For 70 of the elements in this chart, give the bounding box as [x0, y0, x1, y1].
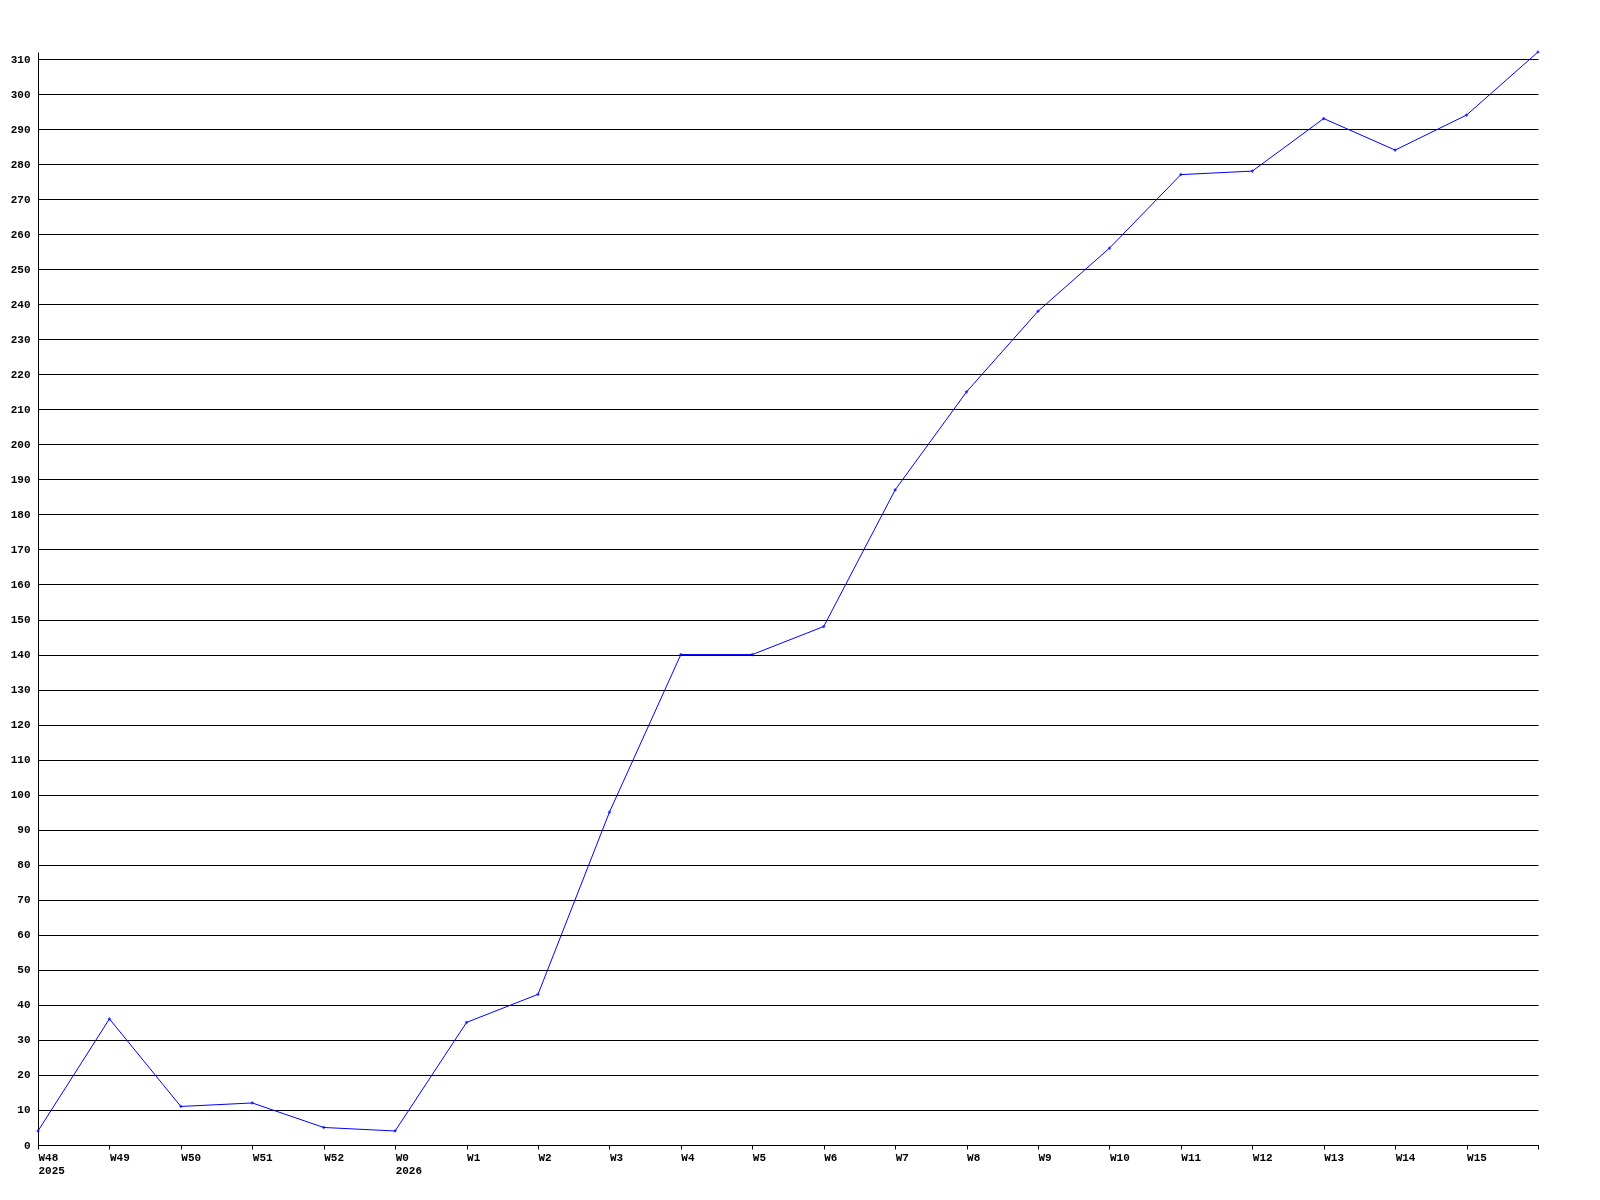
point — [678, 652, 683, 657]
y-tick-label: 90 — [17, 824, 31, 837]
x-tick-label: W7 — [895, 1151, 909, 1164]
point — [607, 810, 612, 815]
x-tick-label: W13 — [1324, 1151, 1345, 1164]
y-tick-label: 310 — [10, 53, 31, 66]
x-tick-label: W11 — [1181, 1151, 1202, 1164]
x-tick-label: W49 — [109, 1151, 130, 1164]
point — [321, 1125, 326, 1130]
x-tick-label: W0 2026 — [395, 1151, 423, 1177]
point — [821, 624, 826, 629]
y-tick-label: 280 — [10, 158, 31, 171]
y-tick-label: 170 — [10, 543, 31, 556]
x-tick-label: W1 — [467, 1151, 481, 1164]
point — [536, 992, 540, 997]
y-tick-label: 150 — [10, 614, 31, 627]
x-tick-label: W5 — [752, 1151, 767, 1164]
y-tick-label: 180 — [10, 508, 31, 521]
x-tick-label: W4 — [681, 1151, 695, 1164]
x-tick-label: W12 — [1252, 1151, 1273, 1164]
point — [1250, 169, 1255, 173]
point — [1321, 116, 1326, 121]
y-tick-label: 80 — [17, 859, 31, 872]
y-tick-label: 270 — [10, 193, 31, 206]
y-tick-label: 290 — [10, 123, 31, 136]
y-tick-label: 30 — [17, 1034, 31, 1047]
y-tick-label: 240 — [10, 298, 31, 311]
x-tick-label: W14 — [1395, 1151, 1416, 1164]
y-tick-label: 0 — [23, 1139, 31, 1152]
point — [1107, 246, 1112, 251]
y-tick-label: 130 — [10, 684, 31, 697]
point — [250, 1101, 255, 1105]
x-tick-label: W9 — [1038, 1151, 1052, 1164]
y-tick-label: 140 — [10, 649, 31, 662]
x-tick-label: W2 — [538, 1151, 552, 1164]
x-tick-label: W52 — [324, 1151, 345, 1164]
x-tick-label: W15 — [1467, 1151, 1488, 1164]
x-tick-label: W3 — [609, 1151, 624, 1164]
y-tick-label: 230 — [10, 333, 31, 346]
point — [1178, 172, 1183, 177]
point — [1464, 113, 1469, 117]
y-tick-label: 20 — [17, 1069, 31, 1082]
y-tick-label: 10 — [17, 1104, 31, 1117]
y-tick-label: 190 — [10, 473, 31, 486]
y-tick-label: 50 — [17, 964, 31, 977]
line-series — [36, 50, 1540, 1133]
y-tick-label: 120 — [10, 719, 31, 732]
y-tick-label: 160 — [10, 578, 31, 591]
x-tick-label: W10 — [1109, 1151, 1130, 1164]
y-tick-label: 200 — [10, 438, 31, 451]
x-tick-label: W51 — [252, 1151, 273, 1164]
x-tick-label: W6 — [824, 1151, 838, 1164]
x-tick-label: W8 — [967, 1151, 981, 1164]
y-tick-label: 300 — [10, 88, 31, 101]
point — [1036, 309, 1040, 314]
point — [178, 1104, 183, 1109]
y-tick-label: 60 — [17, 929, 31, 942]
y-tick-label: 220 — [10, 368, 31, 381]
x-tick-label: W50 — [181, 1151, 202, 1164]
y-tick-label: 210 — [10, 403, 31, 416]
x-tick-label: W48 2025 — [38, 1151, 66, 1177]
y-tick-label: 100 — [10, 789, 31, 802]
point — [107, 1017, 112, 1021]
y-tick-label: 250 — [10, 263, 31, 276]
y-tick-label: 40 — [17, 999, 31, 1012]
y-tick-label: 110 — [10, 754, 31, 767]
point — [964, 389, 969, 394]
y-tick-label: 260 — [10, 228, 31, 241]
point — [750, 652, 755, 657]
y-tick-label: 70 — [17, 894, 31, 907]
